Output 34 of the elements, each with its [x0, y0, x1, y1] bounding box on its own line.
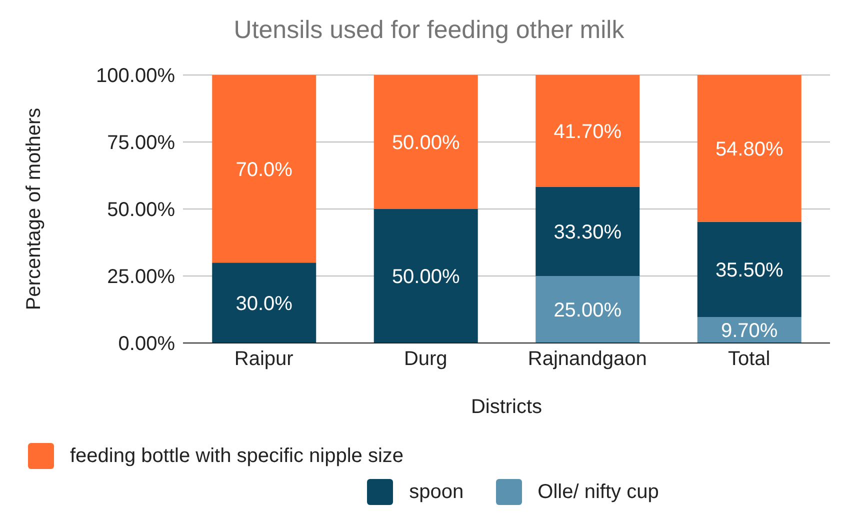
y-axis-title: Percentage of mothers	[23, 108, 46, 310]
y-tick-label: 75.00%	[107, 132, 176, 154]
legend-label: feeding bottle with specific nipple size	[69, 444, 404, 468]
y-tick-label: 100.00%	[96, 65, 176, 88]
data-label: 50.00%	[392, 132, 460, 154]
data-label: 9.70%	[721, 320, 778, 342]
bar	[374, 75, 478, 209]
data-label: 41.70%	[554, 120, 622, 143]
data-label: 35.50%	[715, 260, 784, 282]
bar	[212, 262, 316, 343]
chart-title: Utensils used for feeding other milk	[232, 16, 626, 45]
y-tick-label: 0.00%	[118, 333, 176, 356]
legend-label: spoon	[408, 480, 464, 504]
data-label: 70.0%	[236, 158, 293, 181]
data-label: 33.30%	[554, 221, 622, 244]
x-tick-label: Total	[728, 348, 770, 370]
bar	[536, 276, 640, 343]
legend-label: Olle/ nifty cup	[536, 480, 659, 504]
bar	[697, 75, 802, 222]
y-tick-label: 50.00%	[107, 199, 176, 222]
bar	[697, 222, 802, 318]
x-tick-label: Raipur	[234, 348, 294, 370]
data-label: 54.80%	[715, 138, 784, 161]
x-axis-title: Districts	[470, 396, 542, 418]
bar	[536, 75, 640, 187]
data-label: 50.00%	[392, 266, 460, 288]
data-label: 30.0%	[236, 292, 293, 315]
y-tick-label: 25.00%	[107, 266, 176, 288]
bar	[536, 186, 640, 276]
data-label: 25.00%	[554, 300, 622, 322]
bar	[374, 209, 478, 343]
bar	[212, 75, 316, 263]
x-tick-label: Rajnandgaon	[528, 348, 647, 370]
x-tick-label: Durg	[404, 348, 448, 370]
